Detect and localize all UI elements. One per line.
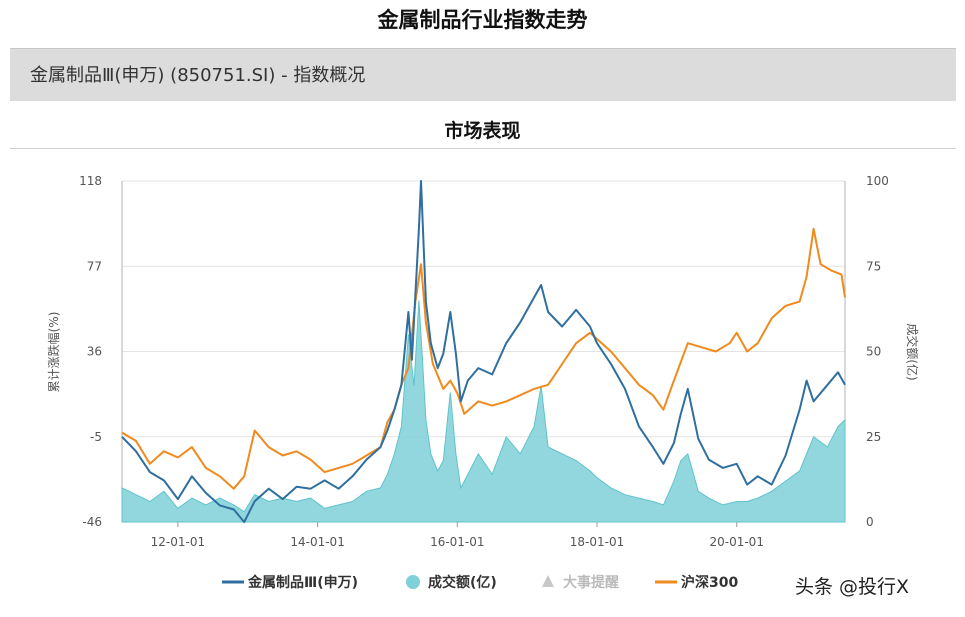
y-axis-title: 累计涨跌幅(%) [46, 312, 61, 393]
y2-tick-label: 0 [866, 515, 874, 529]
x-tick-label: 18-01-01 [570, 535, 624, 549]
section-divider [10, 148, 956, 149]
y2-tick-label: 50 [866, 345, 881, 359]
watermark: 头条 @投行X [795, 576, 910, 598]
y2-tick-label: 75 [866, 259, 881, 273]
series-hs300-line [121, 227, 846, 490]
y2-tick-label: 25 [866, 430, 881, 444]
index-header-text: 金属制品Ⅲ(申万) (850751.SI) - 指数概况 [30, 65, 366, 86]
x-tick-label: 20-01-01 [709, 535, 763, 549]
y-tick-label: -5 [90, 430, 102, 444]
index-header-bar: 金属制品Ⅲ(申万) (850751.SI) - 指数概况 [10, 48, 956, 101]
legend-events-symbol [542, 575, 554, 587]
series-volume-area [121, 300, 846, 523]
y-tick-label: 77 [87, 259, 102, 273]
y2-axis-title: 成交额(亿) [905, 323, 920, 380]
legend-index-label: 金属制品Ⅲ(申万) [247, 574, 358, 591]
x-tick-label: 12-01-01 [151, 535, 205, 549]
legend-volume-symbol [406, 575, 420, 589]
legend-events-label: 大事提醒 [563, 574, 619, 591]
y-tick-label: 36 [87, 345, 102, 359]
x-tick-label: 14-01-01 [290, 535, 344, 549]
y2-tick-label: 100 [866, 174, 889, 188]
x-tick-label: 16-01-01 [430, 535, 484, 549]
series-index-line [121, 180, 846, 523]
y-tick-label: -46 [82, 515, 102, 529]
legend-hs300-label: 沪深300 [681, 574, 738, 591]
page-title: 金属制品行业指数走势 [377, 8, 588, 32]
section-title: 市场表现 [444, 120, 521, 142]
legend-volume-label: 成交额(亿) [428, 574, 497, 591]
y-tick-label: 118 [79, 174, 102, 188]
